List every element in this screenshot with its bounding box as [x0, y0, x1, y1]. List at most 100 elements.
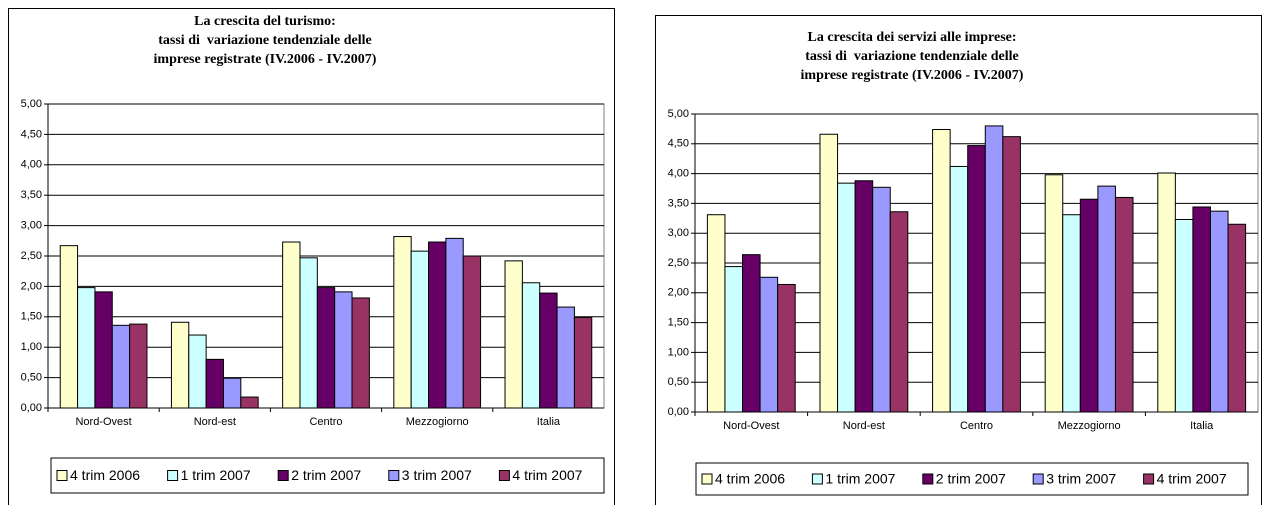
- bar: [351, 297, 370, 409]
- x-tick-label: Mezzogiorno: [1058, 420, 1121, 432]
- bar: [299, 257, 318, 409]
- bar: [94, 291, 113, 409]
- x-tick-label: Nord-est: [194, 416, 236, 428]
- legend-label: 4 trim 2007: [1157, 471, 1227, 487]
- bar: [129, 323, 148, 409]
- y-tick-label: 0,00: [668, 406, 689, 418]
- legend-box: [50, 457, 605, 494]
- y-tick-label: 1,50: [21, 311, 42, 323]
- legend-swatch: [1143, 473, 1155, 485]
- legend-label: 4 trim 2007: [512, 467, 582, 483]
- bar: [556, 306, 575, 409]
- legend-box: [695, 462, 1249, 496]
- bar: [777, 283, 796, 413]
- chart-title: La crescita dei servizi alle imprese:: [807, 30, 1016, 45]
- y-tick-label: 3,50: [668, 197, 689, 209]
- legend-swatch: [167, 470, 179, 481]
- bar: [1097, 185, 1116, 413]
- y-tick-label: 5,00: [21, 98, 42, 110]
- legend-label: 2 trim 2007: [291, 467, 361, 483]
- legend-label: 3 trim 2007: [1046, 471, 1116, 487]
- bar: [1227, 223, 1247, 413]
- bar: [984, 125, 1004, 413]
- bar: [1174, 218, 1194, 413]
- legend-label: 4 trim 2006: [715, 471, 785, 487]
- y-tick-label: 0,00: [21, 402, 42, 414]
- bar: [240, 396, 259, 409]
- y-tick-label: 0,50: [668, 376, 689, 388]
- legend-swatch: [922, 473, 934, 485]
- x-tick-label: Mezzogiorno: [406, 416, 469, 428]
- bar: [521, 282, 541, 409]
- legend-swatch: [277, 470, 289, 481]
- bar: [706, 214, 726, 413]
- x-tick-label: Centro: [960, 420, 993, 432]
- bar: [111, 324, 131, 409]
- bar: [205, 358, 224, 409]
- y-tick-label: 4,50: [668, 138, 689, 150]
- y-tick-label: 4,50: [21, 128, 42, 140]
- bar: [539, 292, 558, 409]
- legend-swatch: [1032, 473, 1044, 485]
- x-tick-label: Nord-Ovest: [723, 420, 779, 432]
- bar: [1114, 196, 1134, 413]
- bar: [188, 334, 207, 409]
- legend-swatch: [701, 473, 713, 485]
- bar: [1157, 172, 1176, 413]
- bar: [428, 241, 447, 409]
- y-tick-label: 1,00: [668, 346, 689, 358]
- bar: [77, 287, 96, 409]
- legend-swatch: [811, 473, 823, 485]
- bar: [724, 266, 744, 413]
- bar: [573, 316, 593, 409]
- bar: [282, 241, 301, 409]
- legend-label: 1 trim 2007: [181, 467, 251, 483]
- y-tick-label: 5,00: [668, 108, 689, 120]
- legend-swatch: [56, 470, 68, 481]
- bar: [222, 377, 242, 409]
- legend-swatch: [498, 470, 510, 481]
- y-tick-label: 4,00: [21, 159, 42, 171]
- legend-swatch: [388, 470, 400, 481]
- y-tick-label: 2,50: [668, 257, 689, 269]
- bar: [59, 245, 79, 409]
- bar: [445, 237, 464, 409]
- bar: [837, 182, 856, 413]
- bar: [932, 128, 951, 413]
- bar: [504, 260, 523, 409]
- legend-label: 4 trim 2006: [70, 467, 140, 483]
- y-tick-label: 3,00: [668, 227, 689, 239]
- bar: [759, 276, 779, 413]
- chart-title: tassi di variazione tendenziale delle: [158, 33, 371, 48]
- bar: [742, 254, 761, 413]
- y-tick-label: 2,50: [21, 250, 42, 262]
- legend-label: 1 trim 2007: [825, 471, 895, 487]
- y-tick-label: 2,00: [668, 287, 689, 299]
- bar: [949, 165, 969, 413]
- legend-label: 2 trim 2007: [936, 471, 1006, 487]
- bar: [1192, 206, 1211, 413]
- bar: [1079, 198, 1099, 413]
- bar: [1002, 136, 1021, 413]
- bar: [462, 255, 482, 409]
- bar: [170, 321, 190, 409]
- bar: [854, 180, 874, 413]
- y-tick-label: 0,50: [21, 372, 42, 384]
- bar: [316, 287, 336, 409]
- y-tick-label: 3,00: [21, 220, 42, 232]
- bar: [410, 250, 430, 409]
- bar: [1044, 174, 1064, 413]
- x-tick-label: Nord-Ovest: [75, 416, 131, 428]
- bar: [967, 145, 986, 413]
- x-tick-label: Italia: [537, 416, 561, 428]
- bar: [393, 236, 412, 409]
- x-tick-label: Italia: [1190, 420, 1214, 432]
- chart-title: imprese registrate (IV.2006 - IV.2007): [801, 68, 1024, 83]
- x-tick-label: Nord-est: [843, 420, 885, 432]
- y-tick-label: 1,00: [21, 341, 42, 353]
- chart-title: La crescita del turismo:: [194, 14, 336, 29]
- bar: [819, 133, 839, 413]
- y-tick-label: 3,50: [21, 189, 42, 201]
- bar: [1062, 214, 1081, 413]
